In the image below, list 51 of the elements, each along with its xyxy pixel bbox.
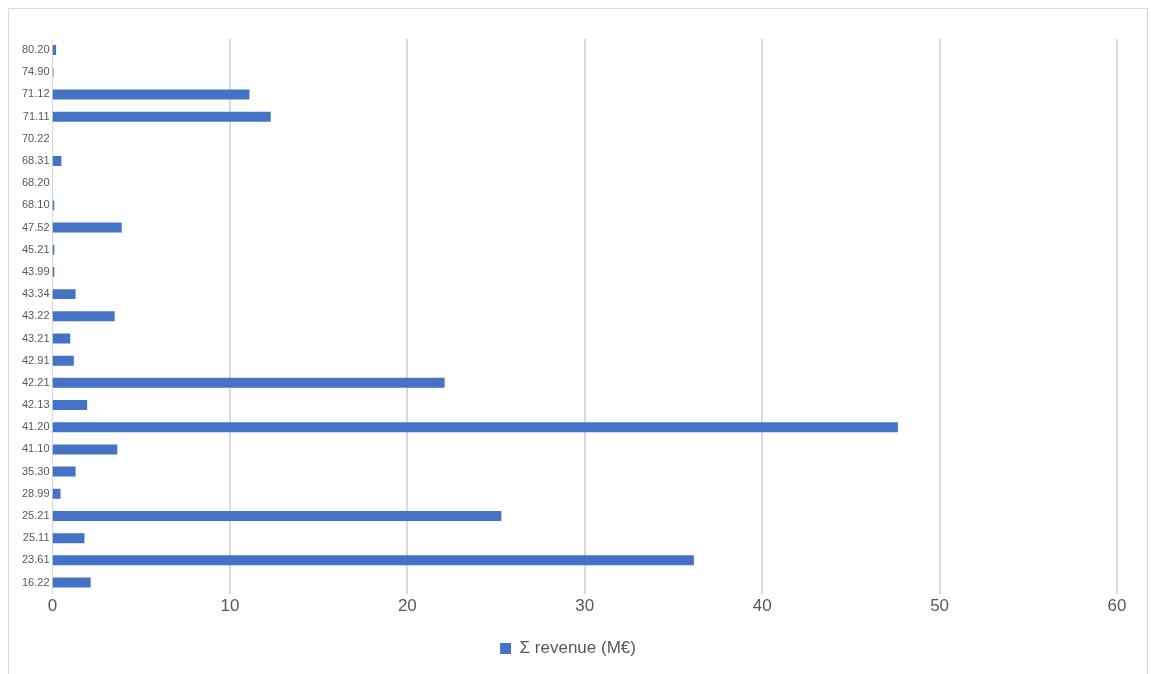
- bar: [52, 311, 115, 322]
- y-tick-label: 80.20: [22, 43, 50, 56]
- y-tick-label: 42.13: [22, 398, 50, 411]
- bar: [52, 444, 118, 455]
- bar: [52, 222, 122, 233]
- bar: [52, 422, 898, 433]
- bar: [52, 400, 88, 411]
- y-tick-label: 43.22: [22, 309, 50, 322]
- y-tick-label: 28.99: [22, 486, 50, 499]
- bar: [52, 533, 85, 544]
- y-tick-label: 16.22: [22, 575, 50, 588]
- y-tick-label: 71.11: [22, 109, 50, 122]
- bar: [52, 355, 74, 366]
- legend-label: Σ revenue (M€): [519, 638, 636, 658]
- y-tick-label: 43.34: [22, 287, 50, 300]
- y-tick-label: 41.20: [22, 420, 50, 433]
- bar: [52, 555, 694, 566]
- y-tick-label: 25.21: [22, 508, 50, 521]
- y-tick-label: 41.10: [22, 442, 50, 455]
- bar: [52, 510, 502, 521]
- bar: [52, 156, 62, 166]
- y-tick-label: 45.21: [22, 242, 50, 255]
- y-tick-label: 42.21: [22, 375, 50, 388]
- y-tick-label: 70.22: [22, 131, 50, 144]
- y-tick-label: 68.31: [22, 154, 50, 167]
- bar: [52, 377, 445, 388]
- x-tick-label: 50: [930, 596, 950, 616]
- x-tick-label: 60: [1107, 596, 1127, 616]
- y-tick-label: 43.21: [22, 331, 50, 344]
- y-tick-label: 43.99: [22, 264, 50, 277]
- x-tick-label: 0: [47, 596, 58, 616]
- bar: [52, 333, 71, 344]
- bar: [52, 577, 91, 588]
- y-tick-label: 42.91: [22, 353, 50, 366]
- y-tick-label: 71.12: [22, 87, 50, 100]
- y-tick-label: 25.11: [22, 531, 50, 544]
- x-tick-label: 30: [575, 596, 595, 616]
- y-tick-label: 74.90: [22, 65, 50, 78]
- bar: [52, 289, 76, 300]
- y-tick-label: 68.20: [22, 176, 50, 189]
- bar: [52, 488, 61, 499]
- y-tick-label: 35.30: [22, 464, 50, 477]
- bar: [52, 111, 271, 122]
- bar: [52, 89, 250, 100]
- x-tick-label: 10: [220, 596, 240, 616]
- bar: [52, 466, 76, 477]
- x-tick-label: 20: [397, 596, 417, 616]
- y-tick-label: 23.61: [22, 553, 50, 566]
- x-tick-label: 40: [752, 596, 772, 616]
- y-tick-label: 47.52: [22, 220, 50, 233]
- y-tick-label: 68.10: [22, 198, 50, 211]
